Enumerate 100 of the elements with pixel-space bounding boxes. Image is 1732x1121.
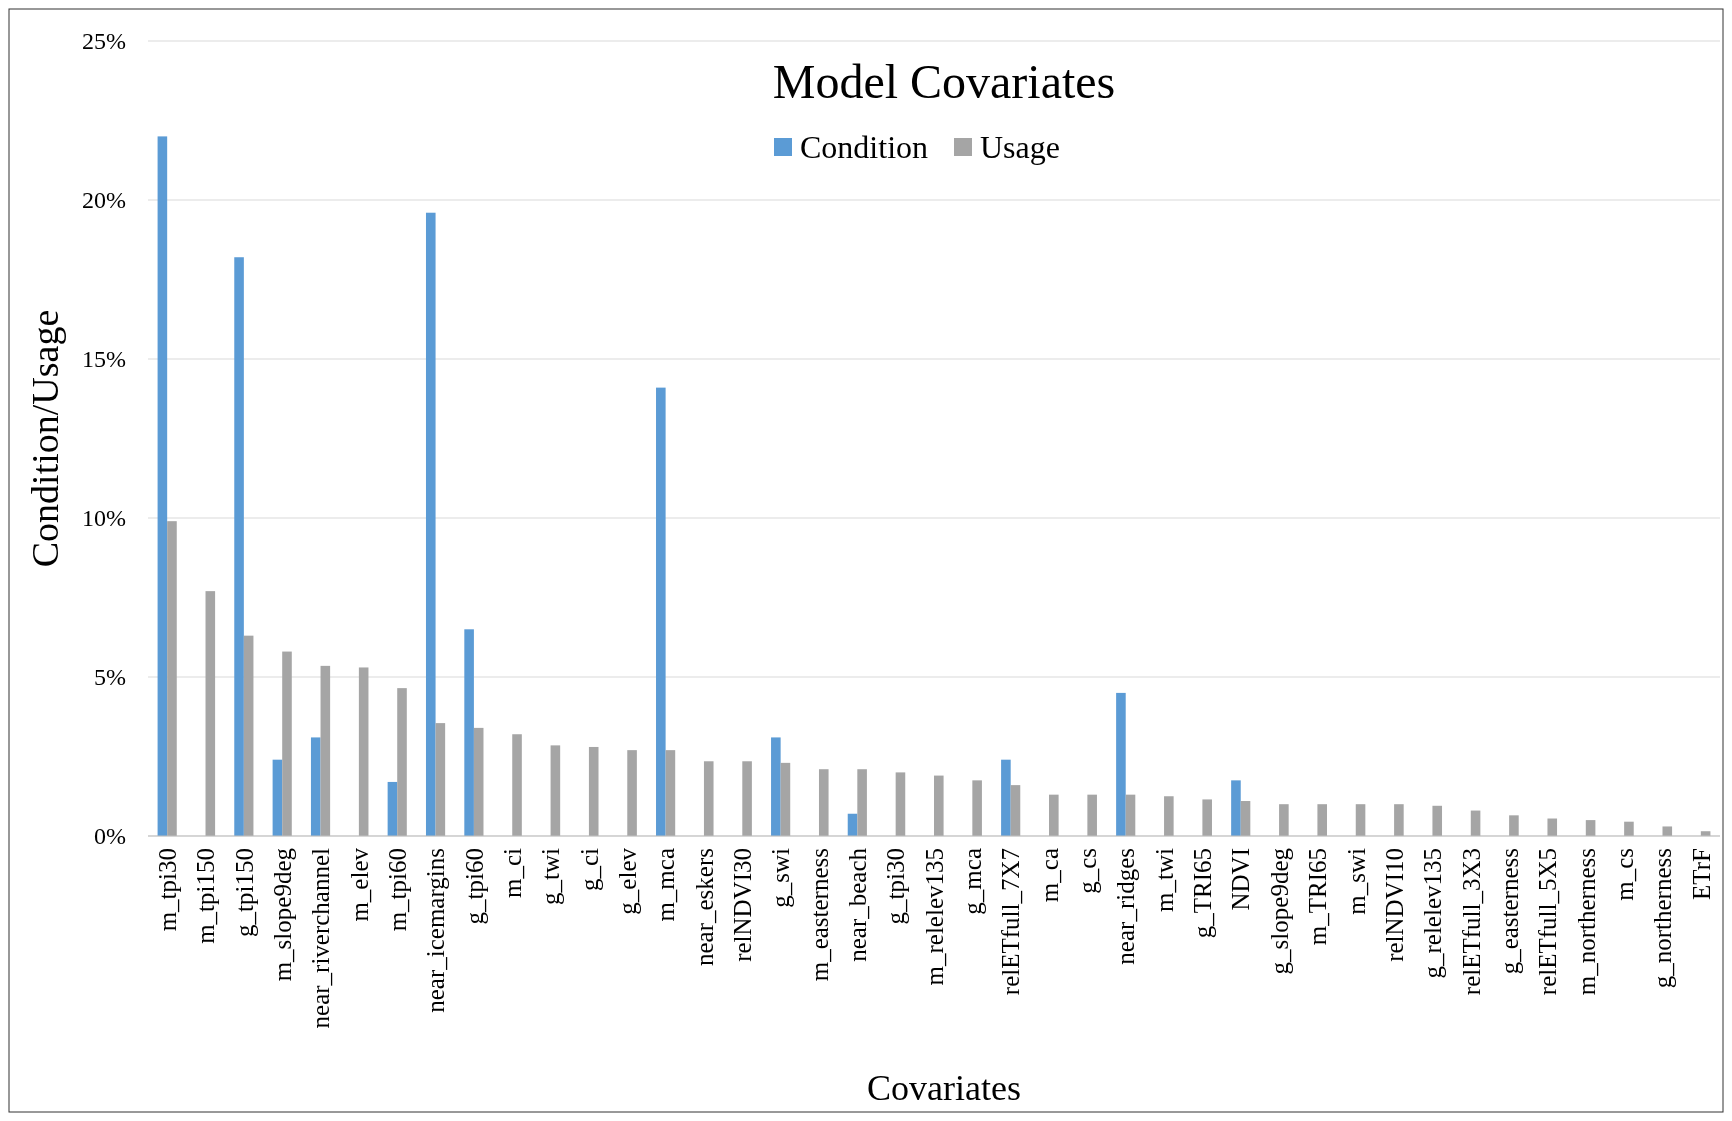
bar	[703, 761, 714, 836]
bar	[282, 651, 292, 836]
x-tick-label: m_tpi150	[192, 848, 220, 944]
y-tick-label: 0%	[94, 823, 126, 850]
x-tick-label: m_tpi30	[153, 848, 181, 932]
x-tick-label: relETfull_5X5	[1534, 848, 1562, 996]
x-tick-label: relETfull_7X7	[997, 848, 1025, 996]
x-tick-label: relNDVI10	[1380, 848, 1408, 962]
x-tick-label: g_ci	[575, 847, 603, 892]
x-tick-label: m_twi	[1150, 847, 1178, 912]
bar	[1001, 759, 1011, 836]
bar	[1355, 804, 1366, 836]
bar	[1662, 826, 1673, 836]
x-tick-label: g_elev	[614, 847, 642, 915]
x-tick-label: m_mca	[652, 848, 680, 922]
x-tick-label: m_elev	[345, 847, 373, 922]
bar	[1231, 780, 1241, 836]
bar	[1049, 794, 1059, 836]
x-tick-label: m_TRI65	[1304, 848, 1332, 946]
bar	[435, 723, 446, 836]
x-tick-label: g_tpi60	[460, 848, 488, 925]
x-tick-label: near_icemargins	[422, 848, 450, 1013]
x-tick-label: g_TRI65	[1189, 848, 1217, 939]
y-tick-label: 15%	[82, 346, 126, 373]
bar	[397, 688, 407, 836]
x-tick-label: g_slope9deg	[1265, 847, 1293, 975]
x-tick-label: near_ridges	[1112, 848, 1140, 965]
chart-title: Model Covariates	[772, 55, 1116, 108]
bar	[818, 769, 829, 836]
x-tick-label: g_tpi150	[230, 848, 258, 937]
x-tick-label: m_slope9deg	[268, 847, 296, 982]
x-tick-label: near_eskers	[690, 848, 718, 966]
x-tick-label: g_swi	[767, 847, 795, 908]
bar	[665, 750, 676, 836]
bar	[972, 780, 982, 836]
x-tick-label: NDVI	[1227, 848, 1255, 911]
legend-label: Usage	[980, 129, 1060, 166]
bar	[1164, 796, 1174, 836]
bar	[234, 257, 244, 836]
bar	[742, 761, 752, 836]
bar	[205, 591, 216, 836]
bar	[1509, 815, 1519, 836]
bar	[464, 629, 474, 836]
bar	[167, 521, 177, 836]
x-tick-label: near_beach	[844, 847, 872, 962]
bar	[310, 737, 321, 836]
x-tick-label: g_twi	[537, 847, 565, 905]
x-tick-label: g_northerness	[1649, 848, 1677, 989]
x-tick-label: m_northerness	[1572, 848, 1600, 996]
x-tick-label: near_riverchannel	[307, 847, 335, 1029]
x-tick-label: g_easterness	[1495, 848, 1523, 975]
bar	[588, 746, 599, 836]
x-tick-label: m_ca	[1035, 848, 1063, 903]
bar	[1432, 805, 1443, 836]
bar	[895, 772, 906, 836]
bar	[1394, 804, 1404, 836]
bar	[473, 727, 484, 836]
y-tick-label: 5%	[94, 664, 126, 691]
bar	[512, 734, 522, 836]
bar	[272, 759, 283, 836]
bar	[934, 775, 944, 836]
x-tick-label: m_cs	[1610, 848, 1638, 901]
x-tick-label: m_tpi60	[383, 848, 411, 932]
x-tick-label: ETrF	[1687, 848, 1715, 900]
bar	[1317, 804, 1327, 836]
bar	[1240, 801, 1251, 836]
x-tick-label: m_swi	[1342, 847, 1370, 915]
bar	[1087, 794, 1097, 836]
bar	[243, 635, 254, 836]
bar	[780, 762, 791, 836]
x-tick-label: g_relelev135	[1419, 848, 1447, 979]
bar	[1624, 821, 1634, 836]
x-tick-label: m_relelev135	[920, 848, 948, 986]
bar	[656, 387, 666, 836]
bar	[550, 745, 561, 836]
y-tick-label: 10%	[82, 505, 126, 532]
x-tick-label: m_easterness	[805, 848, 833, 982]
bar	[1125, 794, 1136, 836]
bar	[1010, 785, 1021, 836]
bar	[771, 737, 781, 836]
x-tick-label: m_ci	[498, 847, 526, 898]
x-tick-label: relNDVI30	[729, 848, 757, 962]
bar	[320, 665, 331, 836]
bar	[627, 750, 637, 836]
x-axis-title: Covariates	[867, 1068, 1021, 1108]
bar	[358, 667, 369, 836]
y-tick-label: 20%	[82, 187, 126, 214]
y-tick-label: 25%	[82, 28, 126, 55]
x-tick-label: g_cs	[1074, 848, 1102, 894]
bar	[1547, 818, 1558, 836]
legend-label: Condition	[800, 129, 929, 166]
y-axis-title: Condition/Usage	[24, 309, 66, 568]
bar	[387, 781, 398, 836]
bar	[1116, 692, 1126, 836]
bar	[1202, 799, 1212, 836]
x-tick-label: g_tpi30	[882, 848, 910, 925]
x-tick-label: relETfull_3X3	[1457, 848, 1485, 996]
x-tick-label: g_mca	[959, 848, 987, 915]
bar	[425, 212, 436, 836]
bar	[1279, 804, 1289, 836]
